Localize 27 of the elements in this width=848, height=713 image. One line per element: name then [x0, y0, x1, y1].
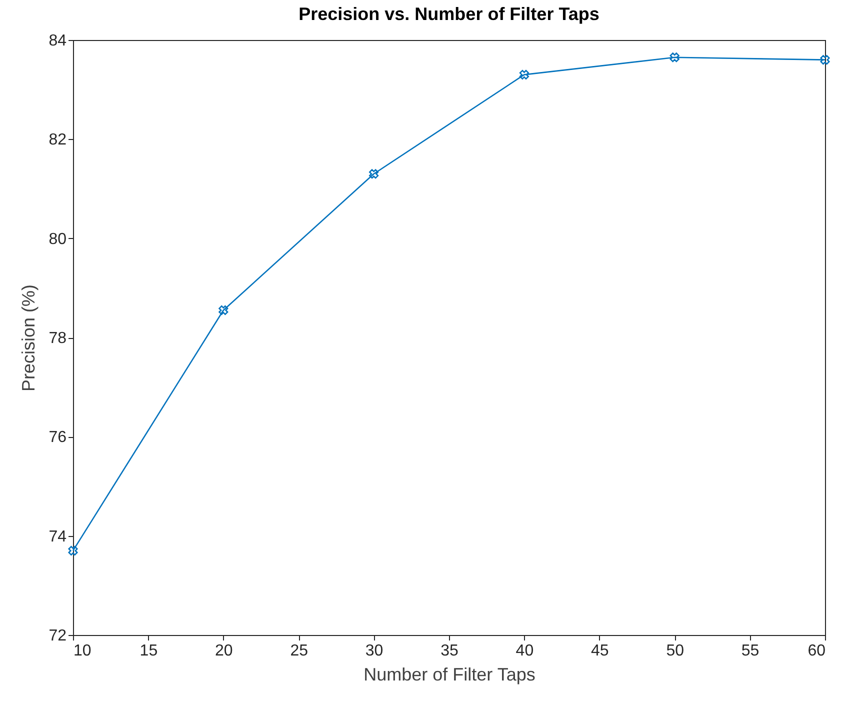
chart-title: Precision vs. Number of Filter Taps [298, 4, 600, 24]
y-tick-label: 84 [48, 32, 67, 50]
x-tick-label: 50 [666, 642, 684, 660]
x-tick-label: 10 [74, 642, 92, 660]
y-tick-label: 74 [48, 528, 67, 546]
y-tick-label: 76 [48, 429, 67, 446]
point [369, 169, 379, 179]
point [820, 55, 830, 65]
x-tick-label: 30 [365, 642, 384, 660]
point [670, 52, 680, 62]
point [218, 305, 228, 316]
y-tick-label: 72 [48, 628, 67, 644]
x-tick-label: 45 [591, 642, 609, 660]
point [68, 546, 78, 556]
x-axis-title: Number of Filter Taps [364, 664, 536, 684]
x-tick-label: 35 [440, 642, 458, 660]
x-tick-label: 15 [140, 642, 158, 660]
x-tick-label: 55 [741, 642, 760, 660]
y-tick-label: 82 [48, 132, 67, 149]
x-tick-label: 60 [808, 642, 826, 660]
x-tick-label: 25 [290, 642, 308, 660]
y-tick-label: 78 [48, 330, 67, 347]
x-tick-label: 20 [215, 642, 233, 660]
x-tick-label: 40 [516, 642, 534, 660]
y-axis-title: Precision (%) [18, 284, 39, 392]
point [519, 70, 529, 80]
y-tick-label: 80 [48, 230, 67, 248]
